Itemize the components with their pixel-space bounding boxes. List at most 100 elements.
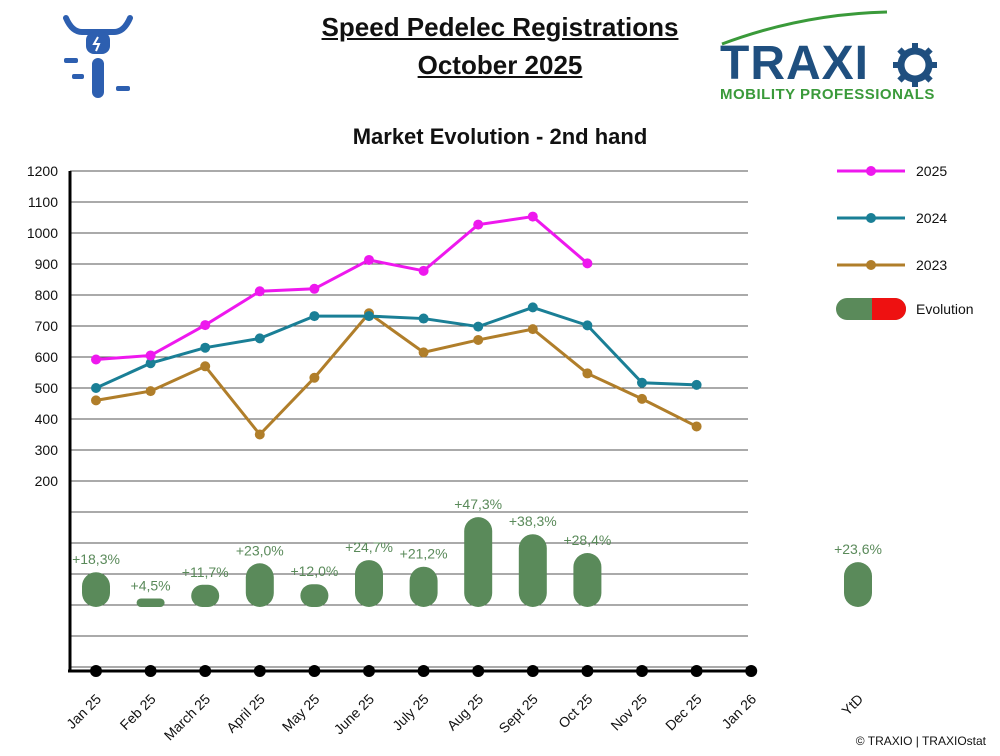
point-2024 bbox=[691, 379, 702, 390]
ytd-evolution-bar bbox=[844, 562, 872, 607]
x-tick-marker bbox=[581, 665, 594, 677]
x-tick-label: June 25 bbox=[331, 691, 378, 738]
x-tick-marker bbox=[363, 665, 375, 677]
point-2025 bbox=[364, 254, 374, 265]
evolution-bar-label: +47,3% bbox=[454, 496, 502, 512]
point-2024 bbox=[418, 313, 429, 324]
logo-tagline: MOBILITY PROFESSIONALS bbox=[720, 86, 935, 103]
legend: 2025 2024 2023 Evolution bbox=[836, 163, 974, 320]
evolution-bar bbox=[573, 553, 602, 607]
evolution-bar-label: +23,0% bbox=[236, 542, 284, 558]
x-tick-marker bbox=[526, 665, 539, 677]
point-2025 bbox=[309, 283, 320, 294]
point-2023 bbox=[527, 324, 538, 335]
point-2025 bbox=[200, 320, 211, 331]
point-2023 bbox=[691, 421, 702, 432]
point-2025 bbox=[418, 265, 429, 276]
x-tick-label: March 25 bbox=[161, 691, 214, 744]
point-2025 bbox=[473, 219, 484, 230]
x-tick-label: Jan 26 bbox=[718, 691, 759, 732]
x-tick-label: Dec 25 bbox=[662, 691, 705, 734]
evolution-bar-label: +38,3% bbox=[509, 513, 557, 529]
point-2024 bbox=[309, 311, 320, 322]
x-tick-marker bbox=[472, 665, 485, 677]
series-line-2025 bbox=[95, 214, 589, 361]
copyright-text: © TRAXIO | TRAXIOstat bbox=[855, 734, 986, 748]
gridlines bbox=[70, 170, 748, 668]
gear-icon bbox=[893, 43, 937, 87]
point-2025 bbox=[145, 350, 156, 361]
y-tick-label: 200 bbox=[35, 473, 59, 489]
point-2024 bbox=[145, 358, 156, 369]
x-tick-label: Feb 25 bbox=[117, 691, 159, 733]
x-tick-label: Sept 25 bbox=[495, 691, 541, 737]
x-tick-marker bbox=[745, 665, 758, 677]
point-2025 bbox=[91, 354, 101, 365]
x-tick-label: Nov 25 bbox=[607, 691, 650, 734]
x-tick-marker bbox=[690, 665, 703, 677]
point-2025 bbox=[254, 286, 265, 297]
y-tick-label: 900 bbox=[35, 256, 59, 272]
legend-label-2025: 2025 bbox=[916, 163, 947, 179]
point-2023 bbox=[309, 372, 320, 383]
y-tick-label: 700 bbox=[35, 318, 59, 334]
evolution-bar bbox=[300, 584, 329, 607]
point-2024 bbox=[582, 320, 593, 331]
evolution-bar bbox=[191, 584, 220, 607]
x-tick-label: Jan 25 bbox=[63, 691, 104, 732]
y-tick-label: 1200 bbox=[27, 163, 58, 179]
legend-label-2024: 2024 bbox=[916, 210, 947, 226]
y-tick-label: 400 bbox=[35, 411, 59, 427]
evolution-bar bbox=[82, 572, 110, 607]
point-2023 bbox=[145, 386, 156, 397]
series-line-2023 bbox=[95, 311, 698, 437]
title-line-1: Speed Pedelec Registrations bbox=[321, 12, 679, 42]
evolution-bar-label: +18,3% bbox=[72, 551, 120, 567]
point-2023 bbox=[418, 347, 429, 358]
y-tick-label: 500 bbox=[35, 380, 59, 396]
point-2023 bbox=[200, 361, 211, 372]
legend-marker-2025 bbox=[866, 166, 876, 176]
evolution-bar-label: +24,7% bbox=[345, 539, 393, 555]
evolution-bar-label: +12,0% bbox=[290, 563, 338, 579]
x-tick-label: Aug 25 bbox=[444, 691, 487, 734]
x-tick-marker bbox=[253, 665, 266, 677]
evolution-bar-label: +21,2% bbox=[400, 546, 448, 562]
x-tick-marker bbox=[308, 665, 321, 677]
series-line-2024 bbox=[95, 305, 697, 390]
point-2023 bbox=[582, 368, 593, 379]
evolution-bar bbox=[464, 517, 493, 607]
point-2023 bbox=[473, 334, 484, 345]
logo-wordmark: TRAXI bbox=[720, 37, 869, 90]
title-line-2: October 2025 bbox=[417, 50, 583, 80]
evolution-bar bbox=[518, 534, 547, 607]
x-tick-marker bbox=[144, 665, 157, 677]
point-2024 bbox=[637, 377, 647, 388]
chart-title: Market Evolution - 2nd hand bbox=[352, 124, 648, 149]
y-tick-label: 600 bbox=[35, 349, 59, 365]
point-2025 bbox=[582, 258, 593, 269]
ytd-label: YtD bbox=[838, 691, 866, 719]
x-tick-label: July 25 bbox=[389, 691, 432, 734]
evolution-bar bbox=[245, 563, 274, 607]
y-tick-label: 300 bbox=[35, 442, 59, 458]
legend-marker-2023 bbox=[866, 260, 876, 270]
point-2024 bbox=[200, 342, 211, 353]
evolution-bar-label: +4,5% bbox=[131, 577, 171, 593]
x-tick-label: April 25 bbox=[223, 691, 268, 736]
evolution-bars: +18,3% +4,5% +11,7% +23,0% +12,0% +24,7% +21,2… bbox=[72, 496, 882, 607]
legend-label-2023: 2023 bbox=[916, 257, 947, 273]
ytd-evolution-bar-label: +23,6% bbox=[834, 541, 882, 557]
traxio-logo: TRAXI MOBILITY PROFESSIONALS bbox=[712, 8, 952, 108]
point-2023 bbox=[254, 429, 265, 440]
x-tick-marker bbox=[90, 665, 102, 677]
evolution-bar-label: +11,7% bbox=[182, 564, 229, 580]
point-2023 bbox=[637, 393, 647, 404]
evolution-bar bbox=[136, 598, 165, 607]
x-tick-label: May 25 bbox=[279, 691, 323, 735]
legend-label-evolution: Evolution bbox=[916, 301, 974, 317]
y-tick-label: 800 bbox=[35, 287, 59, 303]
point-2024 bbox=[254, 333, 265, 344]
x-tick-marker bbox=[417, 665, 430, 677]
